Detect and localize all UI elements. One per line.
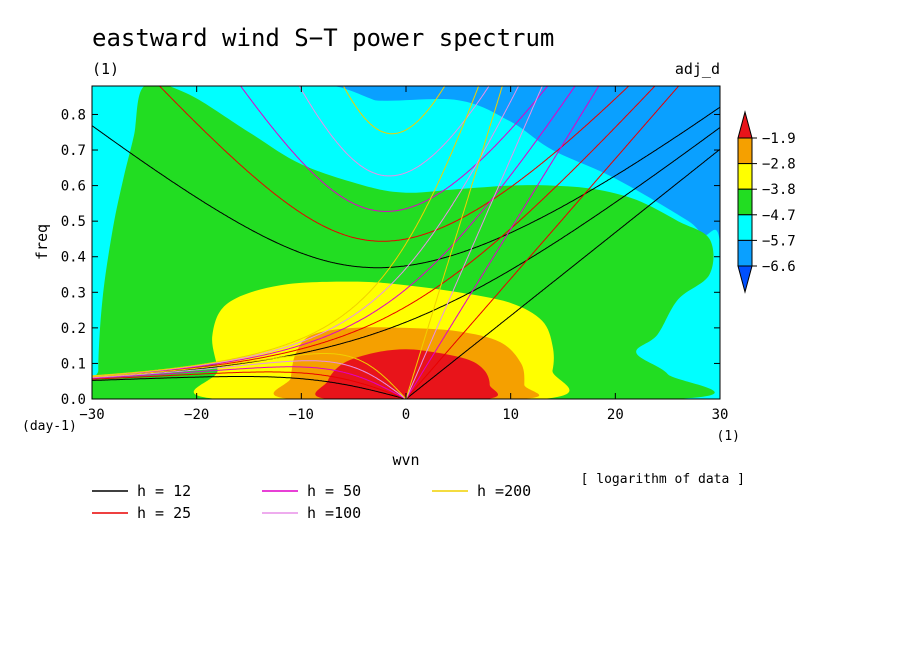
y-axis: 0.0 0.1 0.2 0.3 0.4 0.5 0.6 0.7 0.8 <box>61 107 720 408</box>
x-tick-label: −10 <box>289 407 314 423</box>
chart-title: eastward wind S−T power spectrum <box>92 24 554 52</box>
y-tick-label: 0.1 <box>61 356 86 372</box>
y-tick-label: 0.4 <box>61 250 86 266</box>
x-tick-label: 20 <box>607 407 624 423</box>
y-tick-label: 0.2 <box>61 321 86 337</box>
colorbar: −1.9 −2.8 −3.8 −4.7 −5.7 −6.6 <box>737 110 796 294</box>
data-note: [ logarithm of data ] <box>581 472 745 487</box>
y-tick-label: 0.8 <box>61 107 86 123</box>
curve-h100-kelvin <box>405 86 543 399</box>
legend-label: h = 25 <box>137 504 191 522</box>
legend-label: h = 50 <box>307 482 361 500</box>
curve-h200-ig1 <box>342 86 446 135</box>
y-tick-label: 0.5 <box>61 214 86 230</box>
curve-h50-rossby <box>92 366 407 399</box>
curve-h12-kelvin <box>405 148 720 399</box>
x-axis-unit: (1) <box>717 429 740 444</box>
curve-h12-mrg <box>92 127 720 378</box>
x-tick-label: −20 <box>184 407 209 423</box>
colorbar-box <box>737 239 753 267</box>
curve-h25-rossby <box>92 371 407 399</box>
y-tick-label: 0.3 <box>61 285 86 301</box>
colorbar-box <box>737 214 753 241</box>
legend-label: h =100 <box>307 504 361 522</box>
curve-h100-ig1 <box>298 86 490 177</box>
y-tick-label: 0.7 <box>61 143 86 159</box>
legend: h = 12 h = 25 h = 50 h =100 h =200 <box>92 482 531 522</box>
curve-h50-ig1 <box>239 86 549 212</box>
curve-h100-rossby <box>92 360 407 399</box>
curve-h50-kelvin <box>405 86 600 399</box>
colorbar-label: −6.6 <box>762 259 796 275</box>
curve-h200-rossby <box>92 353 407 399</box>
colorbar-label: −5.7 <box>762 233 796 249</box>
colorbar-label: −1.9 <box>762 131 796 147</box>
y-tick-label: 0.0 <box>61 392 86 408</box>
colorbar-label: −3.8 <box>762 182 796 198</box>
curve-h25-kelvin <box>405 86 680 399</box>
curve-h25-ig1 <box>158 86 630 242</box>
curve-h50-mrg <box>92 86 576 377</box>
contour-region-1 <box>332 86 720 251</box>
colorbar-bottom-arrow <box>737 265 753 294</box>
dispersion-curves <box>92 86 720 399</box>
chart-subtitle-left: (1) <box>92 60 119 78</box>
colorbar-label: −2.8 <box>762 157 796 173</box>
curve-h200-kelvin <box>405 86 503 399</box>
x-axis: −30 −20 −10 0 10 20 30 <box>79 86 728 423</box>
chart-subtitle-right: adj_d <box>675 60 720 78</box>
x-tick-label: 0 <box>402 407 410 423</box>
colorbar-box <box>737 163 753 190</box>
legend-label: h =200 <box>477 482 531 500</box>
x-tick-label: 30 <box>712 407 729 423</box>
x-tick-label: 10 <box>502 407 519 423</box>
curve-h25-mrg <box>92 86 656 378</box>
y-axis-label: freq <box>33 224 51 260</box>
colorbar-box <box>737 188 753 216</box>
curve-h12-ig1 <box>92 106 720 269</box>
plot-area <box>92 86 720 399</box>
curve-h200-mrg <box>92 86 480 377</box>
colorbar-label: −4.7 <box>762 208 796 224</box>
colorbar-top-arrow <box>737 110 753 139</box>
legend-label: h = 12 <box>137 482 191 500</box>
y-tick-label: 0.6 <box>61 179 86 195</box>
x-axis-label: wvn <box>392 451 419 469</box>
y-axis-unit: (day-1) <box>22 419 77 434</box>
contour-regions <box>92 86 720 399</box>
colorbar-box <box>737 137 753 165</box>
curve-h12-rossby <box>92 376 407 399</box>
x-tick-label: −30 <box>79 407 104 423</box>
